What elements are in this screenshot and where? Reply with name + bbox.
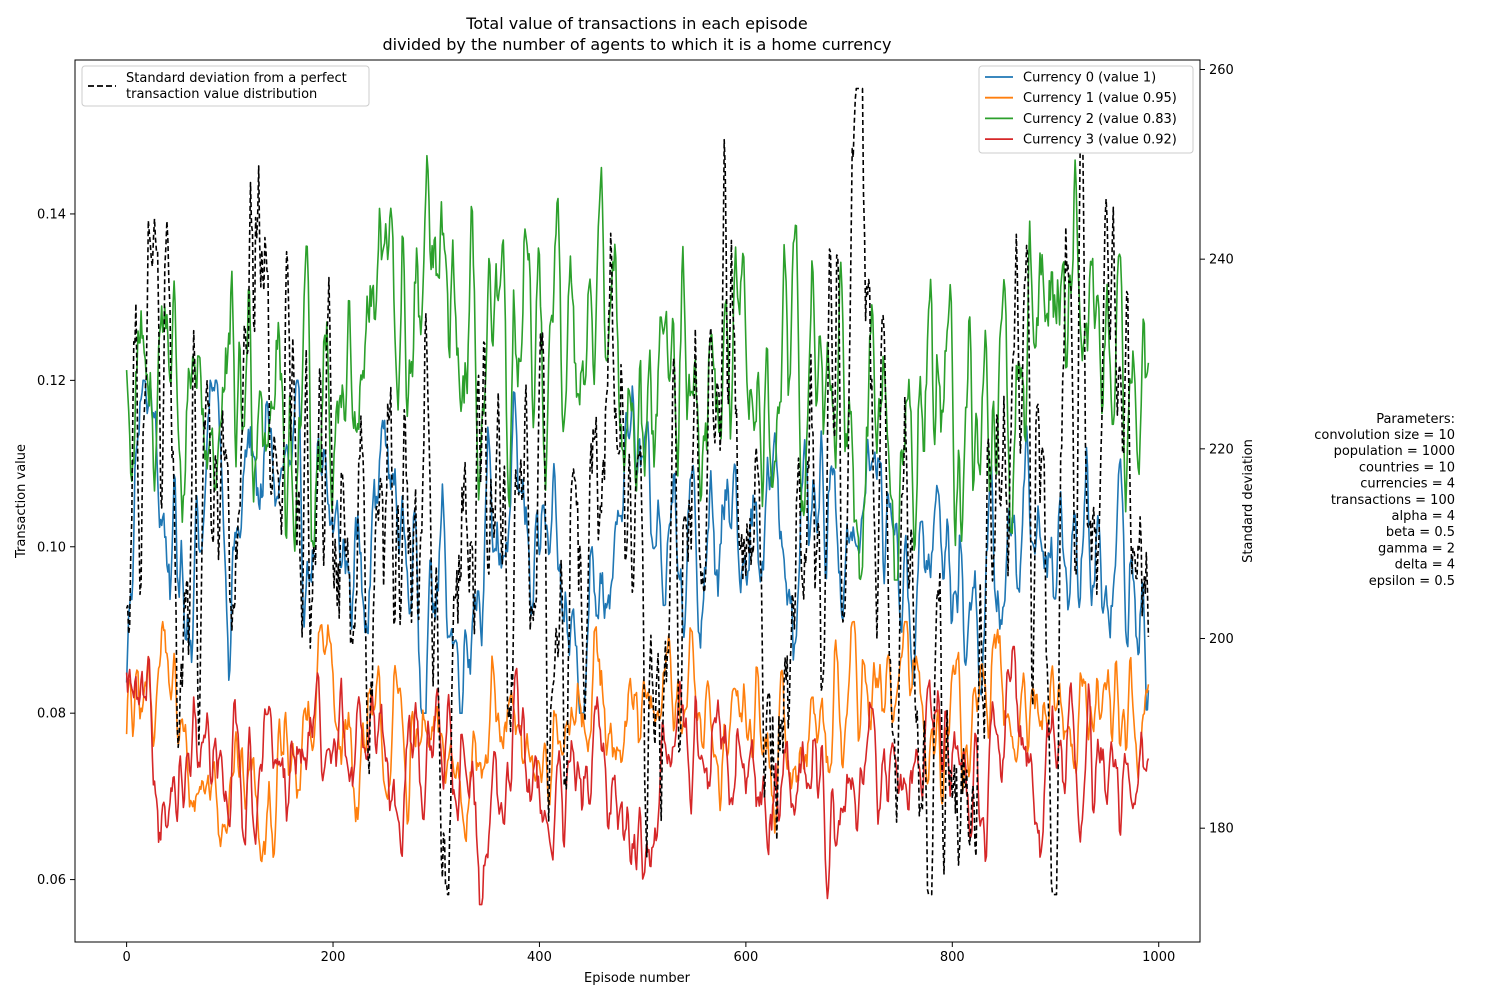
- plot-area: [74, 59, 1201, 943]
- parameter-line: beta = 0.5: [1386, 525, 1455, 540]
- y2-tick-label: 260: [1209, 63, 1234, 78]
- legend-std-dev-label-line1: Standard deviation from a perfect: [126, 71, 347, 86]
- x-tick-label: 200: [321, 950, 346, 965]
- series-line-3: [125, 645, 1150, 906]
- x-tick-label: 800: [940, 950, 965, 965]
- legend-label-currency-3: Currency 3 (value 0.92): [1023, 133, 1177, 148]
- y-tick-label: 0.06: [37, 873, 66, 888]
- parameters-panel: Parameters: convolution size = 10populat…: [1314, 412, 1455, 589]
- y2-tick-label: 200: [1209, 632, 1234, 647]
- y2-tick-label: 180: [1209, 822, 1234, 837]
- legend-std-dev-box: [81, 65, 370, 107]
- parameter-line: gamma = 2: [1378, 541, 1455, 556]
- y2-axis-ticks: 180 200 220 240 260: [1200, 63, 1234, 837]
- parameter-line: alpha = 4: [1392, 509, 1455, 524]
- parameters-header: Parameters:: [1376, 412, 1455, 427]
- series-line-2: [125, 154, 1150, 581]
- y-tick-label: 0.08: [37, 707, 66, 722]
- legend-label-currency-2: Currency 2 (value 0.83): [1023, 112, 1177, 127]
- y-tick-label: 0.14: [37, 207, 66, 222]
- parameter-line: transactions = 100: [1331, 493, 1455, 508]
- x-tick-label: 0: [122, 950, 130, 965]
- plot-frame: [74, 59, 1201, 943]
- x-tick-label: 1000: [1142, 950, 1175, 965]
- y2-tick-label: 220: [1209, 442, 1234, 457]
- y2-axis-label: Standard deviation: [1241, 439, 1256, 563]
- parameter-line: convolution size = 10: [1314, 428, 1455, 443]
- legend-std-dev-label-line2: transaction value distribution: [126, 87, 317, 102]
- x-axis-ticks: 0 200 400 600 800 1000: [122, 942, 1175, 965]
- parameter-line: currencies = 4: [1360, 477, 1455, 492]
- series-line-4: [125, 87, 1150, 896]
- chart-title-line1: Total value of transactions in each epis…: [465, 14, 807, 33]
- parameter-line: countries = 10: [1359, 460, 1455, 475]
- y-axis-label: Transaction value: [14, 444, 29, 559]
- legend-std-dev: Standard deviation from a perfect transa…: [81, 65, 370, 107]
- x-tick-label: 600: [733, 950, 758, 965]
- legend-currencies: Currency 0 (value 1) Currency 1 (value 0.…: [978, 65, 1194, 154]
- legend-label-currency-0: Currency 0 (value 1): [1023, 71, 1156, 86]
- legend-currencies-box: [978, 65, 1194, 154]
- y-axis-ticks: 0.06 0.08 0.10 0.12 0.14: [37, 207, 75, 888]
- y-tick-label: 0.12: [37, 374, 66, 389]
- y-tick-label: 0.10: [37, 540, 66, 555]
- y2-tick-label: 240: [1209, 253, 1234, 268]
- series-layer: [125, 87, 1150, 906]
- parameter-line: delta = 4: [1395, 558, 1455, 573]
- series-line-1: [125, 620, 1150, 863]
- x-tick-label: 400: [527, 950, 552, 965]
- parameter-line: epsilon = 0.5: [1369, 574, 1455, 589]
- x-axis-label: Episode number: [584, 971, 691, 986]
- legend-label-currency-1: Currency 1 (value 0.95): [1023, 91, 1177, 106]
- parameter-line: population = 1000: [1334, 444, 1455, 459]
- chart-title-line2: divided by the number of agents to which…: [382, 35, 891, 54]
